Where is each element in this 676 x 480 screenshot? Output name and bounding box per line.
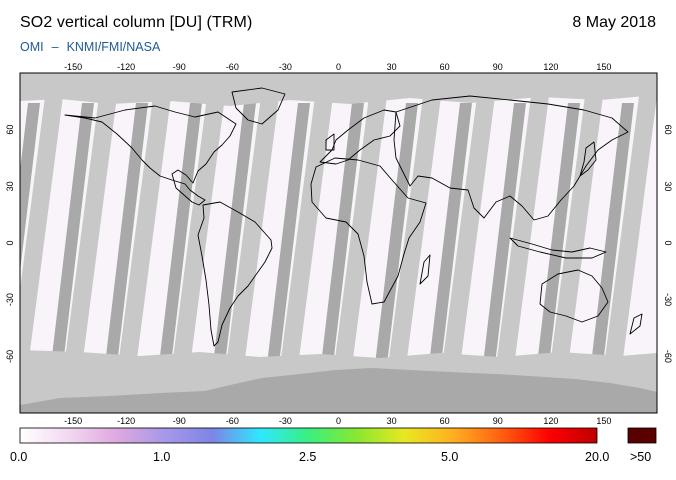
lon-tick-label: 60	[440, 62, 450, 72]
colorbar	[19, 427, 598, 444]
lon-tick-label: -90	[173, 416, 186, 426]
swath-gap	[166, 73, 228, 413]
coast-new-zealand	[629, 313, 643, 335]
swath-overlap	[158, 103, 202, 373]
lat-tick-label: 30	[5, 181, 15, 191]
map-frame	[19, 72, 658, 414]
swath-gap	[382, 73, 444, 413]
satellite-swaths	[20, 73, 657, 413]
lon-tick-label: 120	[543, 416, 558, 426]
credit-omi: OMI	[20, 40, 44, 54]
credit-separator: –	[51, 40, 59, 54]
lat-tick-label: 60	[5, 125, 15, 135]
swath-gap	[274, 73, 336, 413]
swath-gap	[220, 73, 282, 413]
colorbar-label-1: 1.0	[153, 450, 171, 464]
lon-tick-label: 60	[440, 416, 450, 426]
credit-agencies: KNMI/FMI/NASA	[66, 40, 161, 54]
coast-indonesia	[509, 237, 607, 259]
colorbar-label-4: 20.0	[585, 450, 610, 464]
lon-labels-top: -150 -120 -90 -60 -30 0 30 60 90 120 150	[64, 62, 611, 72]
swath-gap	[112, 73, 174, 413]
swath-gap	[544, 73, 606, 413]
lon-labels-bottom: -150 -120 -90 -60 -30 0 30 60 90 120 150	[64, 416, 611, 426]
map-date: 8 May 2018	[572, 14, 656, 31]
lat-tick-label: 60	[663, 125, 673, 135]
colorbar-label-0: 0.0	[10, 450, 28, 464]
coastlines	[64, 87, 643, 347]
lon-tick-label: 0	[336, 416, 341, 426]
swath-gap	[20, 73, 66, 413]
swath-gap	[598, 73, 657, 413]
lat-labels-left: 60 30 0 -30 -60	[5, 125, 15, 363]
coast-africa	[310, 157, 427, 305]
swath-overlap	[266, 103, 310, 373]
lon-tick-label: 30	[387, 416, 397, 426]
swath-overlap	[590, 103, 634, 373]
colorbar-over-swatch	[627, 427, 657, 444]
lat-labels-right: 60 30 0 -30 -60	[663, 125, 673, 363]
lon-tick-label: 90	[493, 62, 503, 72]
lat-tick-label: -60	[663, 350, 673, 363]
swath-overlap	[428, 103, 472, 373]
coast-australia	[539, 269, 609, 323]
lat-tick-label: -30	[663, 293, 673, 306]
swath-overlap	[212, 103, 256, 373]
swath-overlap	[482, 103, 526, 373]
swath-overlap	[374, 103, 418, 373]
swath-gap	[436, 73, 498, 413]
coast-asia	[393, 95, 629, 221]
lon-tick-label: 0	[336, 62, 341, 72]
swath-overlap	[320, 103, 364, 373]
lon-tick-label: -150	[64, 62, 82, 72]
credit-line: OMI – KNMI/FMI/NASA	[20, 40, 160, 54]
swath-overlap	[20, 103, 40, 272]
coast-madagascar	[419, 254, 431, 285]
swath-gap	[58, 73, 120, 413]
north-nodata-region	[20, 73, 657, 106]
lat-tick-label: -30	[5, 293, 15, 306]
map-area	[20, 73, 657, 413]
lon-tick-label: -150	[64, 416, 82, 426]
lon-tick-label: 90	[493, 416, 503, 426]
coast-japan	[579, 141, 597, 177]
antarctica	[20, 368, 657, 413]
lon-tick-label: -60	[226, 62, 239, 72]
lon-tick-label: 150	[596, 62, 611, 72]
swath-overlap	[536, 103, 580, 373]
lon-tick-label: -60	[226, 416, 239, 426]
coast-north-america	[64, 105, 237, 206]
lat-tick-label: 0	[663, 240, 673, 245]
swath-gap	[490, 73, 552, 413]
swath-overlap	[104, 103, 148, 373]
coast-greenland	[231, 87, 286, 125]
lon-tick-label: 120	[543, 62, 558, 72]
swath-overlap	[50, 103, 94, 373]
lon-tick-label: 30	[387, 62, 397, 72]
lon-tick-label: -120	[117, 416, 135, 426]
swath-gap	[328, 73, 390, 413]
lon-tick-label: -90	[173, 62, 186, 72]
lon-tick-label: -30	[279, 416, 292, 426]
colorbar-over-label: >50	[630, 450, 652, 464]
lon-tick-label: 150	[596, 416, 611, 426]
lon-tick-label: -30	[279, 62, 292, 72]
coast-south-america	[197, 201, 273, 347]
lat-tick-label: 30	[663, 181, 673, 191]
colorbar-label-2: 2.5	[299, 450, 317, 464]
lat-tick-label: -60	[5, 350, 15, 363]
map-title: SO2 vertical column [DU] (TRM)	[20, 14, 253, 31]
lon-tick-label: -120	[117, 62, 135, 72]
lat-tick-label: 0	[5, 240, 15, 245]
coast-britain	[325, 133, 335, 151]
coast-europe	[319, 109, 401, 165]
colorbar-label-3: 5.0	[441, 450, 459, 464]
